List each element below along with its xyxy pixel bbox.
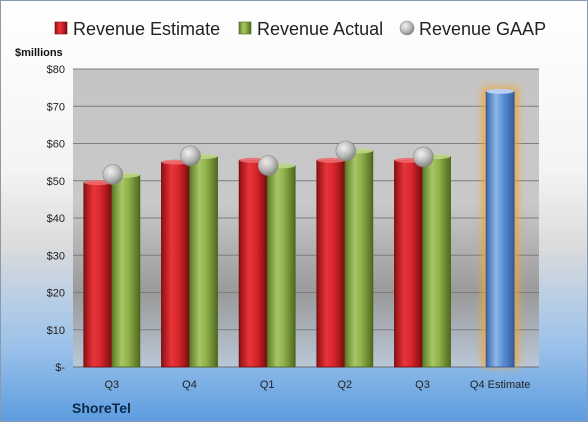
gaap-marker [257, 155, 279, 176]
y-tick-label: $60 [47, 139, 65, 151]
bar-revenue-actual [189, 156, 218, 368]
x-tick-label: Q4 [182, 379, 197, 391]
y-tick-label: $10 [47, 325, 65, 337]
bar-revenue-estimate [161, 161, 190, 368]
y-tick-label: $50 [47, 176, 65, 188]
bar-revenue-estimate [316, 159, 346, 368]
y-tick-label: $30 [47, 250, 65, 262]
x-tick-label: Q3 [104, 379, 119, 391]
bar-projection [485, 90, 515, 368]
bar-revenue-actual [344, 150, 374, 368]
x-tick-label: Q3 [415, 379, 430, 391]
x-tick-label: Q2 [337, 379, 352, 391]
gaap-marker [335, 140, 357, 162]
bar-revenue-estimate [238, 159, 268, 368]
legend-label: Revenue Estimate [73, 19, 220, 39]
legend-label: Revenue Actual [257, 19, 383, 39]
gaap-marker [102, 164, 124, 185]
bar-revenue-actual [266, 165, 296, 368]
x-tick-label: Q4 Estimate [470, 379, 531, 391]
y-tick-label: $- [55, 362, 65, 374]
bar-top [486, 88, 515, 94]
y-tick-label: $70 [47, 101, 65, 113]
legend: Revenue Estimate Revenue Actual Revenue GA… [54, 19, 546, 39]
bar-revenue-actual [422, 156, 451, 368]
y-tick-label: $80 [47, 64, 65, 76]
bar-revenue-estimate [394, 159, 423, 368]
legend-label: Revenue GAAP [419, 19, 546, 39]
bar-revenue-estimate [83, 182, 113, 368]
legend-swatch [399, 20, 415, 36]
legend-swatch [54, 21, 68, 35]
y-axis-ticks: $- $10 $20 $30 $40 $50 $60 $70 $80 [47, 64, 66, 374]
y-tick-label: $40 [47, 213, 65, 225]
x-axis-ticks: Q3 Q4 Q1 Q2 Q3 Q4 Estimate [104, 379, 530, 391]
gaap-marker [413, 146, 434, 168]
bars [83, 87, 519, 368]
bar-top [316, 157, 345, 163]
gaap-marker [180, 145, 201, 167]
bar-revenue-actual [111, 174, 141, 368]
company-label: ShoreTel [72, 400, 131, 416]
gaap-markers [102, 140, 434, 185]
y-tick-label: $20 [47, 288, 65, 300]
x-tick-label: Q1 [260, 379, 275, 391]
gridlines [73, 68, 539, 368]
legend-swatch [238, 21, 252, 35]
bar-top [83, 180, 112, 186]
y-unit-label: $millions [15, 47, 63, 59]
